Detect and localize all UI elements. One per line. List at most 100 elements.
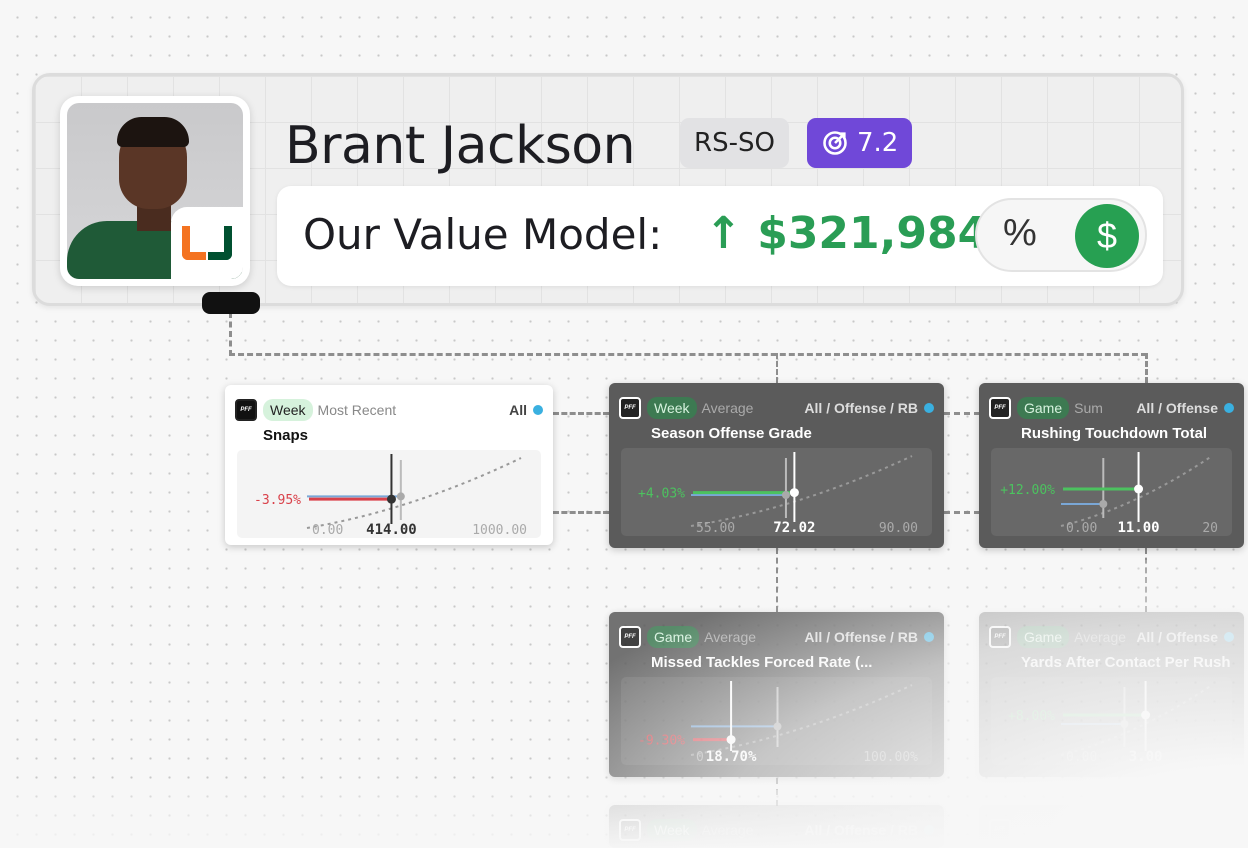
min-label: 0.00 [312,523,343,538]
value-marker [726,735,736,745]
pff-logo-icon: PFF [989,819,1011,841]
period-pill[interactable]: Game [1017,397,1070,419]
trend-curve [306,457,522,529]
connector [776,778,778,806]
connector [229,353,1147,356]
metric-title: Season Offense Grade [651,425,812,442]
period-pill[interactable]: Week [647,397,697,419]
metric-chart: +12.00% 0.00 11.00 20 [991,448,1232,536]
min-label: 0.00 [1066,750,1097,765]
status-dot [924,632,934,642]
score-badge: 7.2 [807,118,913,168]
period-pill[interactable]: Game [647,626,700,648]
delta-label: +12.00% [1000,483,1055,498]
value-label: 3.00 [1129,749,1163,765]
max-label: 100.00% [863,750,918,765]
metric-chart: -9.30% 0 18.70% 100.00% [621,677,932,765]
aggregation-label: Most Recent [317,402,397,418]
aggregation-label: Sum [1074,400,1103,416]
aggregation-label: Average [1074,629,1127,645]
min-label: 55.00 [696,521,735,536]
delta-label: +4.03% [638,487,685,502]
dollar-option[interactable]: $ [1075,204,1139,268]
metric-chart: +4.03% 55.00 72.02 90.00 [621,448,932,536]
reference-marker [1099,500,1108,508]
metric-title: Yards After Contact Per Rush [1021,654,1231,671]
reference-marker [396,492,405,501]
status-dot [924,825,934,835]
metric-card[interactable]: PFF [979,805,1244,848]
connector [776,353,778,383]
min-label: 0.00 [1066,521,1097,536]
metric-title: Rushing Touchdown Total [1021,425,1208,442]
delta-label: +8.00% [1008,709,1055,724]
metric-title: Missed Tackles Forced Rate (... [651,654,873,671]
connector [553,412,609,415]
metric-card[interactable]: PFF Game Sum All / Offense Rushing Touch… [979,383,1244,548]
connector [944,412,980,415]
pff-logo-icon: PFF [989,626,1011,648]
value-marker [789,488,799,498]
delta-label: -9.30% [638,734,685,749]
pff-logo-icon: PFF [235,399,257,421]
score-value: 7.2 [857,128,899,158]
percent-option[interactable]: % [1003,212,1037,254]
scope-label: All / Offense / RB [804,822,918,838]
period-pill[interactable]: Game [1017,626,1070,648]
value-model-panel: Our Value Model: ↑ $321,984 % $ [277,186,1163,286]
player-header: Brant Jackson RS-SO 7.2 Our Value Model:… [32,73,1184,314]
team-logo [171,207,243,279]
trend-curve [690,455,913,527]
unit-toggle[interactable]: % $ [975,198,1147,272]
pff-logo-icon: PFF [989,397,1011,419]
status-dot [1224,632,1234,642]
player-name: Brant Jackson [285,116,636,176]
class-badge: RS-SO [680,118,789,168]
scope-label: All / Offense [1136,629,1218,645]
pff-logo-icon: PFF [619,397,641,419]
value-model-value: ↑ $321,984 [705,208,988,259]
max-label: 20 [1202,521,1218,536]
connector [229,312,232,356]
pff-logo-icon: PFF [619,626,641,648]
metric-card[interactable]: PFF Game Average All / Offense / RB Miss… [609,612,944,777]
scope-label: All / Offense / RB [804,400,918,416]
value-label: 414.00 [366,522,417,538]
drag-handle[interactable] [202,292,260,314]
reference-marker [773,722,782,731]
metric-card[interactable]: PFF Game Average All / Offense Yards Aft… [979,612,1244,777]
period-pill[interactable]: Week [263,399,313,421]
metric-chart: -3.95% 0.00 414.00 1000.00 [237,450,541,538]
value-label: 18.70% [706,749,757,765]
max-label: 1000.00 [472,523,527,538]
player-photo [60,96,250,286]
value-marker [386,494,396,504]
status-dot [533,405,543,415]
trend-curve [1060,684,1213,756]
value-amount: $321,984 [757,208,989,259]
connector [1145,353,1148,383]
reference-marker [1120,720,1129,728]
value-label: 72.02 [773,520,815,536]
aggregation-label: Average [704,629,757,645]
aggregation-label: Average [701,822,754,838]
period-pill[interactable]: Week [647,819,697,841]
aggregation-label: Average [701,400,754,416]
connector [776,548,778,612]
connector [1145,548,1147,612]
metric-chart: +8.00% 0.00 3.00 [991,677,1232,765]
value-marker [1134,484,1144,494]
connector [944,511,980,514]
metric-card[interactable]: PFF Week Average All / Offense / RB Seas… [609,383,944,548]
min-label: 0 [696,750,704,765]
max-label: 90.00 [879,521,918,536]
status-dot [1224,403,1234,413]
value-model-label: Our Value Model: [303,210,663,259]
metric-card[interactable]: PFF Week Most Recent All Snaps -3.95% 0.0… [225,385,553,545]
target-icon [823,131,847,155]
trend-curve [690,684,913,756]
metric-card[interactable]: PFF Week Average All / Offense / RB [609,805,944,848]
pff-logo-icon: PFF [619,819,641,841]
scope-label: All / Offense [1136,400,1218,416]
scope-label: All [509,402,527,418]
